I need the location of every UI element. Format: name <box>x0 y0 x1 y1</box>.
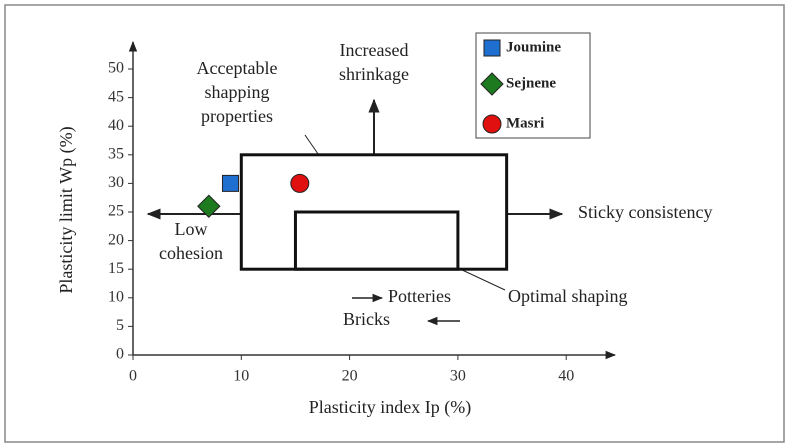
x-tick-label: 10 <box>233 368 249 385</box>
legend-label: Joumine <box>506 39 561 55</box>
point <box>221 174 239 192</box>
annotation: properties <box>201 106 273 126</box>
legend-label: Sejnene <box>506 75 556 91</box>
legend-label: Masri <box>506 115 544 131</box>
y-tick-label: 20 <box>108 231 124 248</box>
y-tick-label: 15 <box>108 260 124 277</box>
annotation: shrinkage <box>339 64 409 84</box>
y-tick-label: 25 <box>108 203 124 220</box>
x-tick-label: 40 <box>558 368 574 385</box>
annotation: Potteries <box>388 286 451 306</box>
legend-swatch <box>480 72 504 96</box>
y-tick-label: 10 <box>108 288 124 305</box>
x-tick-label: 20 <box>342 368 358 385</box>
region <box>293 210 460 271</box>
annotation: Optimal shaping <box>508 286 628 306</box>
y-tick-label: 5 <box>116 317 124 334</box>
y-tick-label: 50 <box>108 60 124 77</box>
legend-swatch <box>483 39 501 57</box>
y-axis-label: Plasticity limit Wp (%) <box>56 126 77 293</box>
y-tick-label: 35 <box>108 145 124 162</box>
annotation: shapping <box>205 82 270 102</box>
y-tick-label: 40 <box>108 117 124 134</box>
x-tick-label: 0 <box>129 368 137 385</box>
y-tick-label: 45 <box>108 88 124 105</box>
annotation: cohesion <box>159 243 223 263</box>
x-axis-label: Plasticity index Ip (%) <box>309 397 471 418</box>
annotation: Increased <box>340 40 409 60</box>
annotation: Low <box>175 219 208 239</box>
x-tick-label: 30 <box>450 368 466 385</box>
y-tick-label: 30 <box>108 174 124 191</box>
y-tick-label: 0 <box>116 346 124 363</box>
point <box>290 173 310 193</box>
annotation: Bricks <box>343 309 390 329</box>
annotation: Acceptable <box>197 58 278 78</box>
legend-swatch <box>482 114 502 134</box>
point <box>197 194 221 218</box>
annotation: Sticky consistency <box>578 202 712 222</box>
